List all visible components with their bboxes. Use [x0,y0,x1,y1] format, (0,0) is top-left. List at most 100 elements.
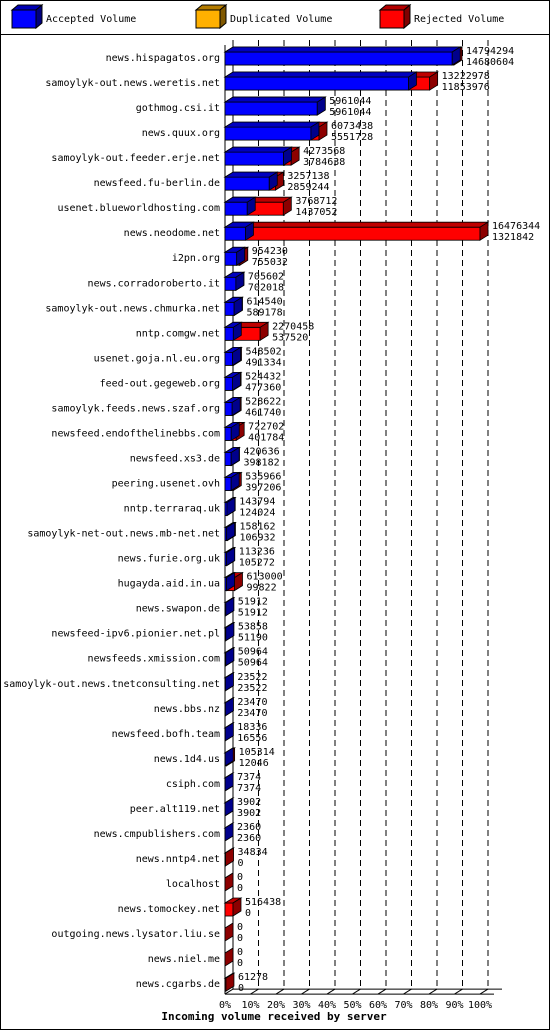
total-bar [223,847,235,867]
value-label: 51912 [238,608,268,619]
x-tick-label: 0% [219,1000,231,1011]
accepted-bar [223,697,235,717]
value-label: 0 [238,983,244,994]
accepted-bar-side [225,646,235,667]
x-tick-label: 70% [394,1000,412,1011]
value-label: 491334 [245,357,281,368]
value-label: 16476344 [492,221,540,232]
value-label: 524432 [245,371,281,382]
tick-mark [403,988,412,995]
value-label: 61278 [238,972,268,983]
accepted-bar-side [224,772,234,792]
value-label: 954230 [252,246,288,257]
y-tick-label: usenet.blueworldhosting.com [57,203,220,214]
x-tick-label: 40% [318,1000,336,1011]
total-bar-side [234,571,243,592]
accepted-bar-front [224,452,232,466]
y-tick-label: peer.alt119.net [130,804,220,815]
y-tick-label: news.hispagatos.org [106,53,220,64]
y-tick-label: i2pn.org [172,253,220,264]
accepted-bar [223,722,235,742]
value-label: 113236 [239,547,275,558]
accepted-bar [223,421,241,442]
accepted-bar [223,296,244,317]
y-tick-label: samoylyk-net-out.news.mb-net.net [27,529,220,540]
x-tick-label: 10% [241,1000,259,1011]
accepted-bar [223,521,237,542]
tick-mark [275,988,285,995]
legend-swatch [195,9,221,29]
value-label: 51912 [238,597,268,608]
total-bar-front [224,902,234,917]
accepted-bar-front [224,76,409,91]
y-tick-label: outgoing.news.lysator.liu.se [51,929,220,940]
accepted-bar-side [236,246,246,266]
value-label: 537520 [272,332,308,343]
y-tick-label: samoylyk-out.news.chmurka.net [45,303,220,314]
y-tick-label: localhost [166,879,220,890]
accepted-bar-side [225,596,235,617]
value-label: 7374 [237,772,261,783]
accepted-bar-side [245,221,254,241]
value-label: 2270458 [272,321,314,332]
accepted-bar [223,396,242,417]
y-tick-label: news.cmpublishers.com [94,829,220,840]
x-tick-label: 90% [445,1000,463,1011]
y-tick-label: news.quux.org [142,128,220,139]
total-bar-side [224,947,234,967]
value-label: 124024 [239,508,275,519]
value-label: 0 [237,883,243,894]
total-bar-side [318,121,328,141]
y-tick-label: usenet.goja.nl.eu.org [94,353,220,364]
accepted-bar-front [224,201,248,216]
value-label: 0 [245,908,251,919]
accepted-bar-front [224,226,246,241]
total-bar-side [282,196,292,216]
accepted-bar [223,747,235,767]
accepted-bar-side [224,747,234,767]
legend-swatch [11,9,37,29]
x-tick-label: 20% [267,1000,285,1011]
accepted-bar-front [224,276,237,291]
y-tick-label: newsfeeds.xmission.com [88,654,220,665]
accepted-bar-top [223,121,321,128]
value-label: 105272 [239,558,275,569]
value-label: 34834 [238,847,268,858]
y-tick-label: news.furie.org.uk [118,554,220,565]
total-bar-front [224,226,481,241]
value-label: 0 [237,958,243,969]
accepted-bar [223,121,321,141]
y-tick-label: news.swapon.de [136,604,220,615]
total-bar-top [223,221,490,228]
value-label: 397206 [245,483,281,494]
accepted-bar-top [223,146,293,153]
y-tick-label: csiph.com [166,779,220,790]
accepted-bar [223,772,235,792]
accepted-bar-top [223,171,279,178]
accepted-bar-side [283,146,292,166]
value-label: 461740 [245,407,281,418]
accepted-bar-side [224,672,234,692]
legend-swatch-side [219,3,227,30]
value-label: 0 [237,947,243,958]
value-label: 535966 [245,472,281,483]
y-tick-label: news.tomockey.net [118,904,220,915]
y-tick-label: newsfeed.fu-berlin.de [94,178,220,189]
y-tick-label: news.cgarbs.de [136,979,220,990]
y-tick-label: samoylyk-out.feeder.erje.net [51,153,220,164]
tick-mark [224,988,234,995]
accepted-bar [223,596,236,617]
value-label: 13222978 [442,71,490,82]
accepted-bar-side [231,371,241,392]
accepted-bar-front [224,126,312,141]
value-label: 14794294 [466,46,514,57]
accepted-bar-side [226,546,236,567]
y-tick-label: hugayda.aid.in.ua [118,579,220,590]
legend-swatch [379,9,405,29]
value-label: 401784 [248,432,284,443]
value-label: 158162 [239,522,275,533]
value-label: 53858 [238,622,268,633]
value-label: 398182 [244,457,280,468]
accepted-bar [223,672,235,692]
legend-label: Duplicated Volume [230,14,332,25]
